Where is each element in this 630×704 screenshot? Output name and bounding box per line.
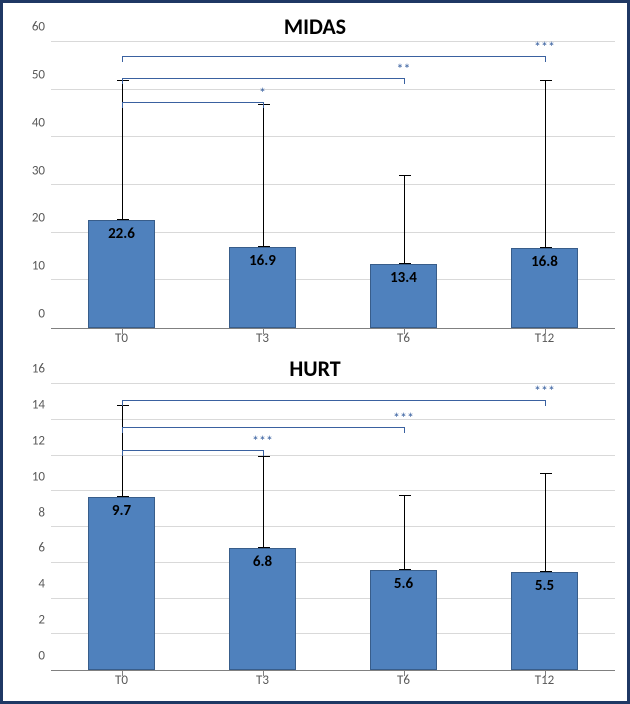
bar-T12: 5.5: [511, 572, 579, 670]
midas-y-axis: 0102030405060: [15, 42, 51, 329]
bar-T0: 9.7: [88, 497, 156, 670]
x-tick-label: T3: [256, 331, 269, 346]
grid-line: [51, 419, 615, 420]
x-tick-label: T12: [535, 331, 555, 346]
bar-T6: 13.4: [370, 264, 438, 328]
y-tick-label: 8: [38, 505, 45, 520]
grid-line: [51, 455, 615, 456]
y-tick-label: 10: [32, 259, 45, 274]
y-tick-label: 10: [32, 469, 45, 484]
bar-label: 22.6: [89, 225, 155, 243]
y-tick-label: 14: [32, 397, 45, 412]
chart-frame: MIDAS 0102030405060 22.616.913.416.8****…: [0, 0, 630, 704]
bar-label: 6.8: [230, 553, 296, 571]
error-bar: [263, 456, 264, 549]
bar-T12: 16.8: [511, 248, 579, 328]
grid-line: [51, 184, 615, 185]
x-tick-label: T6: [397, 331, 410, 346]
y-tick-label: 12: [32, 433, 45, 448]
bar-label: 16.9: [230, 252, 296, 270]
hurt-chart: HURT 0 2 4 6 8 10 12 14 16 9.7 6.8 5.6 5.5 *** *** ***…: [15, 355, 615, 693]
y-tick-label: 60: [32, 20, 45, 35]
grid-line: [51, 136, 615, 137]
x-tick-label: T0: [115, 331, 128, 346]
hurt-y-axis: 0246810121416: [15, 384, 51, 671]
significance-stars: *: [259, 89, 266, 99]
y-tick-label: 40: [32, 115, 45, 130]
y-tick-label: 0: [38, 307, 45, 322]
x-tick-label: T3: [256, 673, 269, 688]
error-bar: [545, 80, 546, 248]
significance-stars: ***: [252, 437, 273, 447]
bar-label: 5.5: [512, 577, 578, 595]
grid-line: [51, 89, 615, 90]
x-tick-label: T12: [535, 673, 555, 688]
grid-line: [51, 490, 615, 491]
hurt-plot-area: 0246810121416 9.76.85.65.5*********: [15, 384, 615, 671]
y-tick-label: 0: [38, 649, 45, 664]
hurt-plot: 9.7 6.8 5.6 5.5 *** *** ***: [51, 384, 615, 671]
bar-label: 9.7: [89, 502, 155, 520]
error-bar: [404, 495, 405, 570]
bar-label: 16.8: [512, 253, 578, 271]
grid-line: [51, 41, 615, 42]
bar-T3: 6.8: [229, 548, 297, 670]
midas-x-axis: T0 T3 T6 T12: [51, 329, 615, 351]
y-tick-label: 20: [32, 211, 45, 226]
x-tick-label: T6: [397, 673, 410, 688]
y-tick-label: 4: [38, 577, 45, 592]
error-bar: [263, 104, 264, 247]
midas-plot: 22.616.913.416.8******: [51, 42, 615, 329]
y-tick-label: 50: [32, 67, 45, 82]
hurt-x-axis: T0 T3 T6 T12: [51, 671, 615, 693]
error-bar: [545, 473, 546, 571]
error-bar: [404, 175, 405, 264]
y-tick-label: 6: [38, 541, 45, 556]
bar-T3: 16.9: [229, 247, 297, 328]
y-tick-label: 16: [32, 362, 45, 377]
midas-plot-area: 0102030405060 22.616.913.416.8******: [15, 42, 615, 329]
significance-stars: ***: [534, 387, 555, 397]
bar-T0: 22.6: [88, 220, 156, 328]
bar-label: 5.6: [371, 575, 437, 593]
midas-title: MIDAS: [15, 13, 615, 40]
y-tick-label: 30: [32, 163, 45, 178]
hurt-title: HURT: [15, 355, 615, 382]
x-tick-label: T0: [115, 673, 128, 688]
significance-stars: ***: [534, 43, 555, 53]
significance-stars: ***: [393, 414, 414, 424]
y-tick-label: 2: [38, 613, 45, 628]
grid-line: [51, 383, 615, 384]
significance-stars: **: [397, 65, 411, 75]
bar-T6: 5.6: [370, 570, 438, 670]
midas-chart: MIDAS 0102030405060 22.616.913.416.8****…: [15, 13, 615, 351]
bar-label: 13.4: [371, 269, 437, 287]
